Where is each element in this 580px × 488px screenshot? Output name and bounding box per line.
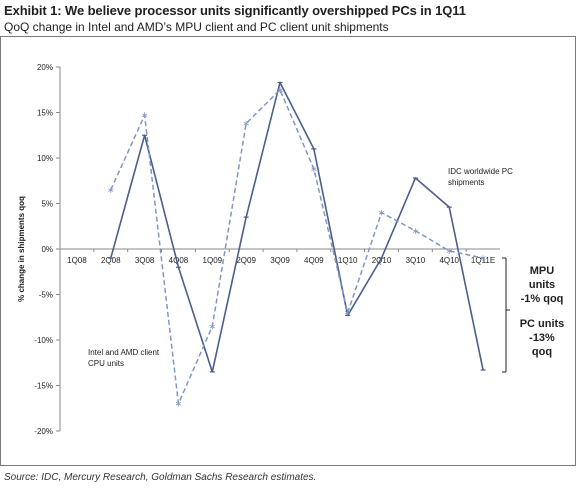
x-tick-label: 3Q08 [135, 256, 155, 265]
y-axis-label: % change in shipments qoq [17, 196, 26, 302]
data-point: ∗ [412, 226, 420, 236]
x-tick-label: 1Q08 [67, 256, 87, 265]
chart-frame [0, 36, 576, 466]
x-tick-label: 2Q08 [101, 256, 121, 265]
y-tick-label: -10% [34, 336, 53, 345]
x-tick-label: 2Q10 [372, 256, 392, 265]
series-line-1 [110, 89, 484, 405]
chart-title: Exhibit 1: We believe processor units si… [4, 3, 466, 18]
series-label-cpu: Intel and AMD client [88, 348, 160, 357]
y-tick-label: -5% [39, 291, 53, 300]
x-tick-label: 2Q09 [236, 256, 256, 265]
series-label-pc: shipments [448, 178, 484, 187]
data-point: ∗ [141, 110, 149, 120]
x-tick-label: 4Q09 [304, 256, 324, 265]
x-tick-label: 4Q10 [439, 256, 459, 265]
data-point: ∗ [242, 118, 250, 128]
y-tick-label: 10% [37, 154, 53, 163]
mpu-annotation: MPU [530, 265, 555, 277]
data-point: ∗ [344, 308, 352, 318]
x-tick-label: 4Q08 [169, 256, 189, 265]
chart-subtitle: QoQ change in Intel and AMD’s MPU client… [4, 20, 389, 34]
data-point: ∗ [276, 85, 284, 95]
data-point: ∗ [479, 253, 487, 263]
data-point: ∗ [310, 164, 318, 174]
pc-annotation: PC units [520, 318, 565, 330]
mpu-annotation: units [529, 279, 555, 291]
data-point: ∗ [107, 185, 115, 195]
series-label-cpu: CPU units [88, 359, 124, 368]
x-tick-label: 1Q10 [338, 256, 358, 265]
data-point: ∗ [378, 208, 386, 218]
y-tick-label: 0% [41, 245, 53, 254]
y-tick-label: 20% [37, 63, 53, 72]
x-tick-label: 1Q11E [471, 256, 495, 265]
data-point: ∗ [445, 246, 453, 256]
y-tick-label: -20% [34, 427, 53, 436]
y-tick-label: 15% [37, 109, 53, 118]
pc-annotation: -13% [529, 332, 555, 344]
x-tick-label: 3Q10 [406, 256, 426, 265]
source-note: Source: IDC, Mercury Research, Goldman S… [4, 472, 317, 483]
mpu-annotation: -1% qoq [521, 293, 564, 305]
data-point: ∗ [175, 399, 183, 409]
y-tick-label: 5% [41, 200, 53, 209]
data-point: ∗ [209, 321, 217, 331]
x-tick-label: 3Q09 [270, 256, 290, 265]
series-label-pc: IDC worldwide PC [448, 167, 513, 176]
pc-annotation: qoq [532, 346, 552, 358]
series-line-0 [109, 81, 484, 373]
x-tick-label: 1Q09 [203, 256, 223, 265]
y-tick-label: -15% [34, 382, 53, 391]
